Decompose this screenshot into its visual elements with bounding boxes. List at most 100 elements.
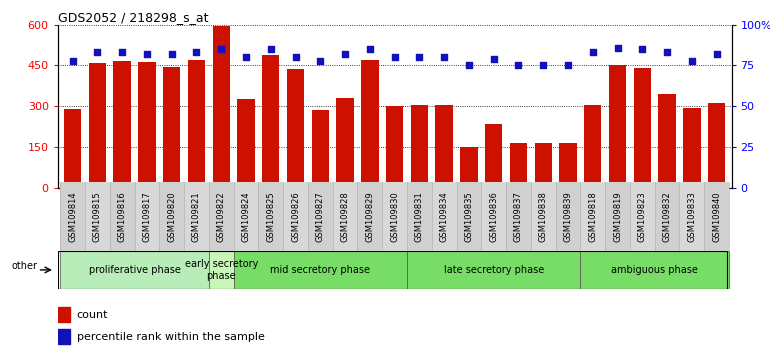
Text: GSM109815: GSM109815 <box>93 192 102 242</box>
Text: GSM109816: GSM109816 <box>118 192 126 242</box>
Point <box>686 58 698 63</box>
Text: GSM109824: GSM109824 <box>242 192 250 242</box>
Text: percentile rank within the sample: percentile rank within the sample <box>77 332 264 342</box>
Bar <box>634 68 651 188</box>
Bar <box>534 143 552 188</box>
Bar <box>113 62 131 188</box>
Text: GSM109814: GSM109814 <box>68 192 77 242</box>
Text: GSM109828: GSM109828 <box>340 192 350 242</box>
Text: GSM109820: GSM109820 <box>167 192 176 242</box>
Point <box>190 50 203 55</box>
Point <box>611 45 624 50</box>
Bar <box>481 182 506 251</box>
Point <box>91 50 103 55</box>
Bar <box>361 60 379 188</box>
Bar <box>308 182 333 251</box>
Bar <box>432 182 457 251</box>
Bar <box>410 105 428 188</box>
Point <box>487 56 500 62</box>
Bar <box>159 182 184 251</box>
Text: GSM109839: GSM109839 <box>564 192 573 242</box>
Text: GSM109829: GSM109829 <box>365 192 374 242</box>
Bar <box>457 182 481 251</box>
Text: proliferative phase: proliferative phase <box>89 265 180 275</box>
Point <box>166 51 178 57</box>
Bar <box>110 182 135 251</box>
Bar <box>58 329 70 344</box>
Text: GSM109833: GSM109833 <box>688 192 696 242</box>
Point <box>388 55 400 60</box>
Text: GSM109822: GSM109822 <box>216 192 226 242</box>
Bar <box>333 182 357 251</box>
Text: other: other <box>12 261 38 271</box>
Bar <box>581 182 605 251</box>
Bar <box>233 251 407 289</box>
Text: ambiguous phase: ambiguous phase <box>611 265 698 275</box>
Point <box>265 46 277 52</box>
Bar <box>336 98 353 188</box>
Point <box>562 63 574 68</box>
Bar <box>407 251 581 289</box>
Text: GSM109840: GSM109840 <box>712 192 721 242</box>
Bar <box>510 143 527 188</box>
Bar <box>382 182 407 251</box>
Bar <box>163 67 180 188</box>
Bar <box>209 182 233 251</box>
Point <box>290 55 302 60</box>
Bar <box>184 182 209 251</box>
Text: GSM109837: GSM109837 <box>514 192 523 242</box>
Bar <box>460 147 477 188</box>
Bar <box>188 60 205 188</box>
Bar <box>386 106 403 188</box>
Bar <box>506 182 531 251</box>
Text: GSM109836: GSM109836 <box>489 192 498 242</box>
Bar <box>559 143 577 188</box>
Text: GSM109831: GSM109831 <box>415 192 424 242</box>
Text: GSM109821: GSM109821 <box>192 192 201 242</box>
Text: late secretory phase: late secretory phase <box>444 265 544 275</box>
Bar <box>237 99 255 188</box>
Bar <box>64 109 82 188</box>
Bar <box>556 182 581 251</box>
Bar <box>531 182 556 251</box>
Bar <box>209 251 233 289</box>
Bar <box>485 124 502 188</box>
Text: early secretory
phase: early secretory phase <box>185 259 258 281</box>
Bar <box>407 182 432 251</box>
Bar <box>609 65 626 188</box>
Point <box>512 63 524 68</box>
Bar <box>654 182 679 251</box>
Bar <box>287 69 304 188</box>
Bar <box>584 105 601 188</box>
Bar <box>213 26 230 188</box>
Point <box>661 50 673 55</box>
Point <box>314 58 326 63</box>
Bar <box>683 108 701 188</box>
Point <box>537 63 550 68</box>
Point <box>413 55 426 60</box>
Bar <box>708 103 725 188</box>
Bar <box>357 182 382 251</box>
Bar <box>58 307 70 322</box>
Text: count: count <box>77 310 108 320</box>
Point <box>239 55 252 60</box>
Bar <box>581 251 729 289</box>
Point <box>463 63 475 68</box>
Point <box>438 55 450 60</box>
Bar <box>85 182 110 251</box>
Text: GSM109830: GSM109830 <box>390 192 399 242</box>
Text: GSM109835: GSM109835 <box>464 192 474 242</box>
Bar <box>262 55 280 188</box>
Bar <box>705 182 729 251</box>
Bar <box>312 110 329 188</box>
Bar <box>60 182 85 251</box>
Text: GSM109817: GSM109817 <box>142 192 152 242</box>
Text: GSM109832: GSM109832 <box>663 192 671 242</box>
Text: GSM109827: GSM109827 <box>316 192 325 242</box>
Point <box>141 51 153 57</box>
Text: GSM109818: GSM109818 <box>588 192 598 242</box>
Point <box>66 58 79 63</box>
Point <box>339 51 351 57</box>
Bar <box>139 62 156 188</box>
Bar <box>630 182 654 251</box>
